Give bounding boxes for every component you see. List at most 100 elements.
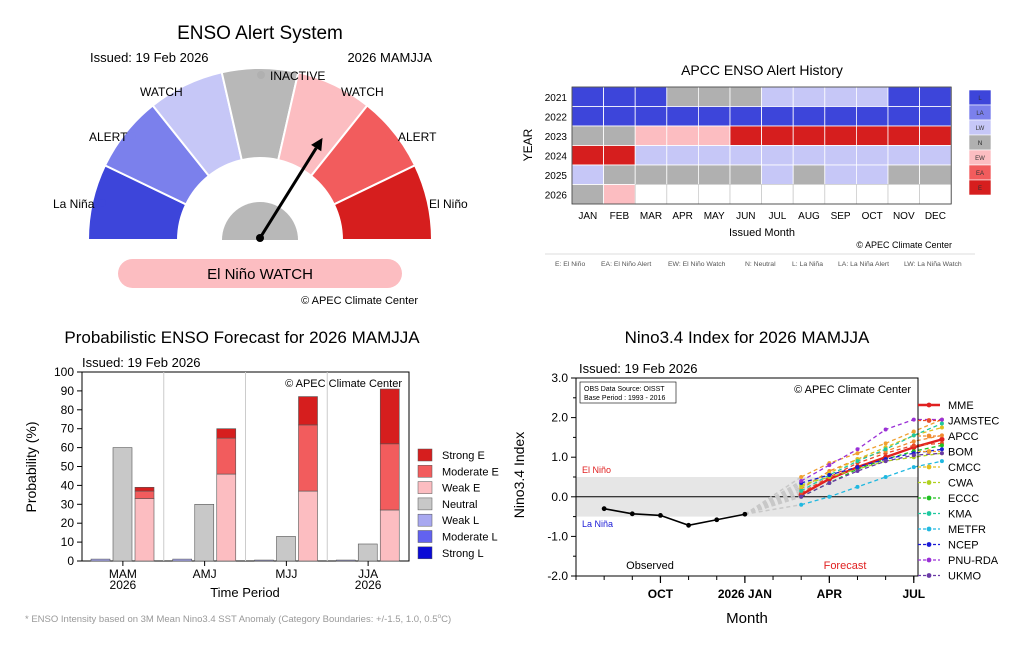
history-cell: [603, 86, 636, 107]
nino-point: [911, 453, 916, 458]
gauge-label-alert-right: ALERT: [398, 130, 437, 144]
prob-ytick-label: 30: [61, 497, 75, 511]
nino-la-nina-label: La Niña: [582, 519, 613, 529]
gauge-needle: [258, 147, 318, 239]
history-legend-code: LA: [976, 111, 983, 117]
history-cell: [792, 86, 826, 107]
prob-ytick-label: 90: [61, 384, 75, 398]
history-legend-code: EW: [975, 156, 985, 162]
nino-copyright: © APEC Climate Center: [794, 384, 911, 396]
nino-point: [911, 443, 916, 448]
history-month-label: MAR: [640, 211, 662, 222]
history-cell: [824, 106, 857, 127]
history-month-label: MAY: [704, 211, 725, 222]
nino-legend-label: METFR: [948, 524, 986, 536]
gauge-title: ENSO Alert System: [177, 23, 343, 44]
nino-point: [827, 473, 832, 478]
alert-right-dot: [385, 132, 393, 140]
prob-copyright: © APEC Climate Center: [285, 378, 402, 390]
nino-legend-marker: [926, 464, 932, 470]
prob-legend-label: Strong L: [442, 548, 484, 560]
history-year-label: 2021: [545, 93, 568, 104]
la-nina-dot: [98, 199, 106, 207]
history-month-label: APR: [672, 211, 693, 222]
nino-observed-point: [629, 511, 635, 517]
history-cell: [666, 145, 699, 166]
history-month-label: JUN: [736, 211, 755, 222]
history-cell: [571, 184, 605, 205]
prob-xtick-label: JJA: [358, 567, 378, 581]
nino-point: [883, 441, 888, 446]
history-cell: [634, 184, 668, 205]
nino-el-nino-label: El Niño: [582, 465, 611, 475]
nino-legend-marker: [926, 542, 932, 547]
gauge-label-inactive: INACTIVE: [270, 69, 325, 83]
prob-bar-moderate-e: [379, 443, 400, 511]
history-cell: [603, 125, 636, 146]
gauge-pivot: [256, 234, 264, 242]
prob-bar-moderate-e: [298, 424, 318, 492]
nino-point: [939, 425, 944, 430]
prob-bar-weak-l: [172, 558, 193, 562]
prob-xtick-label: MAM: [109, 567, 137, 581]
prob-bar-weak-l: [90, 558, 111, 562]
history-cell: [634, 145, 668, 166]
nino-point: [883, 475, 888, 479]
nino-ytick-label: -1.0: [547, 529, 568, 543]
nino-point: [939, 451, 944, 456]
history-cell: [919, 184, 952, 205]
nino-legend-marker: [926, 418, 932, 423]
history-footnote-item: EA: El Niño Alert: [601, 261, 651, 268]
nino-point: [939, 421, 944, 426]
history-cell: [824, 145, 857, 166]
history-cell: [887, 125, 921, 146]
history-ylabel: YEAR: [521, 128, 535, 161]
prob-title: Probabilistic ENSO Forecast for 2026 MAM…: [64, 328, 420, 347]
history-cell: [666, 125, 699, 146]
nino-legend-marker: [926, 433, 932, 439]
history-cell: [729, 125, 763, 146]
nino-series-metfr: [801, 460, 943, 506]
nino-connector: [744, 490, 802, 515]
nino-point: [827, 480, 832, 485]
history-cell: [761, 86, 794, 107]
history-legend-code: LW: [976, 126, 985, 132]
nino-point: [911, 433, 916, 438]
history-cell: [824, 86, 857, 107]
nino-point: [911, 417, 916, 422]
prob-legend-swatch: [417, 497, 433, 511]
history-footnote-item: LW: La Niña Watch: [904, 261, 962, 268]
gauge-sector: [332, 164, 434, 241]
nino-point: [799, 488, 804, 493]
history-cell: [792, 125, 826, 146]
nino-observed-point: [714, 517, 720, 523]
prob-ylabel: Probability (%): [23, 421, 39, 512]
prob-footnote: * ENSO Intensity based on 3M Mean Nino3.…: [25, 613, 451, 625]
prob-ytick-label: 60: [61, 441, 75, 455]
history-cell: [824, 125, 857, 146]
nino-point: [939, 417, 944, 422]
nino-legend-marker: [926, 449, 932, 454]
prob-bar-strong-e: [298, 396, 318, 426]
nino-point: [799, 475, 804, 479]
history-footnote-item: N: Neutral: [745, 261, 776, 268]
nino-legend-marker: [926, 573, 932, 578]
history-cell: [603, 106, 636, 127]
nino-series-kma: [800, 422, 943, 492]
status-pill: [118, 259, 402, 288]
history-cell: [919, 106, 952, 127]
nino-point: [855, 469, 860, 474]
history-cell: [571, 164, 605, 185]
nino-observed-point: [658, 513, 663, 518]
history-month-label: FEB: [610, 211, 630, 222]
gauge-label-watch-left: WATCH: [140, 85, 183, 99]
history-title: APCC ENSO Alert History: [681, 62, 843, 78]
prob-bar-moderate-e: [134, 490, 155, 499]
history-cell: [603, 164, 636, 185]
nino-connector: [744, 503, 802, 515]
nino-connector: [744, 480, 802, 515]
gauge-season: 2026 MAMJJA: [347, 50, 432, 65]
nino-ytick-label: 1.0: [551, 450, 568, 464]
prob-bar-weak-e: [134, 498, 155, 562]
prob-bar-neutral: [276, 536, 296, 562]
